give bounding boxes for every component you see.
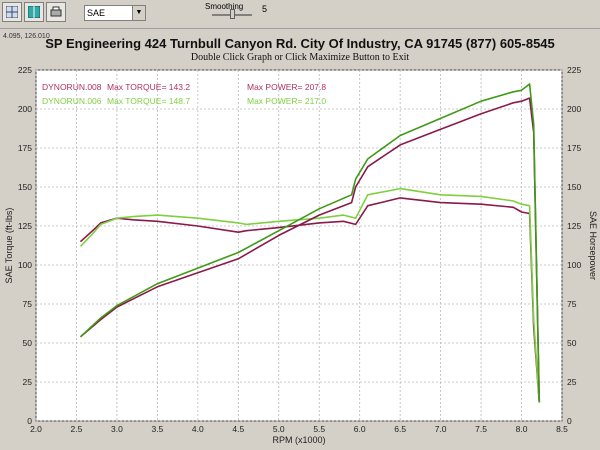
legend-max-power: Max POWER= 207.8 (247, 82, 326, 92)
y-left-tick-label: 150 (18, 182, 32, 192)
units-select-value: SAE (87, 8, 106, 18)
plot-area[interactable] (35, 69, 563, 422)
y-right-tick-label: 150 (567, 182, 581, 192)
legend-max-power: Max POWER= 217.0 (247, 96, 326, 106)
cursor-tool-button[interactable] (24, 2, 44, 22)
x-tick-label: 5.5 (313, 424, 325, 434)
x-tick-label: 4.5 (232, 424, 244, 434)
series-line-3[interactable] (79, 97, 541, 403)
coordinate-readout: 4.095, 126.010 (3, 33, 50, 40)
units-select[interactable]: SAE ▼ (84, 5, 146, 21)
legend-max-torque: Max TORQUE= 143.2 (107, 82, 190, 92)
y-right-tick-label: 50 (567, 338, 577, 348)
y-right-tick-label: 75 (567, 299, 577, 309)
series-line-2[interactable] (79, 187, 541, 403)
y-left-tick-label: 200 (18, 104, 32, 114)
chart-title: SP Engineering 424 Turnbull Canyon Rd. C… (45, 36, 555, 51)
x-tick-label: 7.5 (475, 424, 487, 434)
y-right-tick-label: 200 (567, 104, 581, 114)
x-tick-label: 4.0 (192, 424, 204, 434)
y-right-tick-label: 175 (567, 143, 581, 153)
y-left-axis-label: SAE Torque (ft-lbs) (4, 208, 14, 284)
crosshair-icon (28, 6, 40, 18)
x-axis-label: RPM (x1000) (272, 435, 325, 445)
y-right-axis-label: SAE Horsepower (588, 211, 598, 280)
y-right-tick-label: 0 (567, 416, 572, 426)
series-line-1[interactable] (79, 197, 541, 403)
y-left-tick-label: 25 (23, 377, 33, 387)
x-tick-label: 7.0 (435, 424, 447, 434)
x-tick-label: 8.0 (516, 424, 528, 434)
x-tick-label: 6.0 (354, 424, 366, 434)
y-left-tick-label: 0 (27, 416, 32, 426)
y-right-tick-label: 25 (567, 377, 577, 387)
x-tick-label: 8.5 (556, 424, 568, 434)
x-tick-label: 3.5 (151, 424, 163, 434)
grid-icon (6, 6, 18, 18)
legend-run-name: DYNORUN.006 (42, 96, 102, 106)
smoothing-value: 5 (262, 4, 268, 14)
zoom-tool-button[interactable] (2, 2, 22, 22)
toolbar: SAE ▼ Smoothing 5 (0, 0, 600, 29)
chart-subtitle: Double Click Graph or Click Maximize But… (190, 52, 410, 63)
y-right-tick-label: 125 (567, 221, 581, 231)
x-tick-label: 2.5 (71, 424, 83, 434)
legend-max-torque: Max TORQUE= 148.7 (107, 96, 190, 106)
x-tick-label: 5.0 (273, 424, 285, 434)
smoothing-slider-thumb[interactable] (230, 9, 235, 19)
x-tick-label: 6.5 (394, 424, 406, 434)
legend-run-name: DYNORUN.008 (42, 82, 102, 92)
y-left-tick-label: 225 (18, 65, 32, 75)
series-line-4[interactable] (79, 83, 541, 403)
y-right-tick-label: 100 (567, 260, 581, 270)
print-button[interactable] (46, 2, 66, 22)
y-left-tick-label: 75 (23, 299, 33, 309)
y-left-tick-label: 50 (23, 338, 33, 348)
y-left-tick-label: 175 (18, 143, 32, 153)
y-left-tick-label: 100 (18, 260, 32, 270)
x-tick-label: 2.0 (30, 424, 42, 434)
y-left-tick-label: 125 (18, 221, 32, 231)
y-right-tick-label: 225 (567, 65, 581, 75)
smoothing-label: Smoothing (205, 2, 244, 11)
printer-icon (50, 6, 62, 17)
chevron-down-icon[interactable]: ▼ (132, 6, 145, 20)
x-tick-label: 3.0 (111, 424, 123, 434)
